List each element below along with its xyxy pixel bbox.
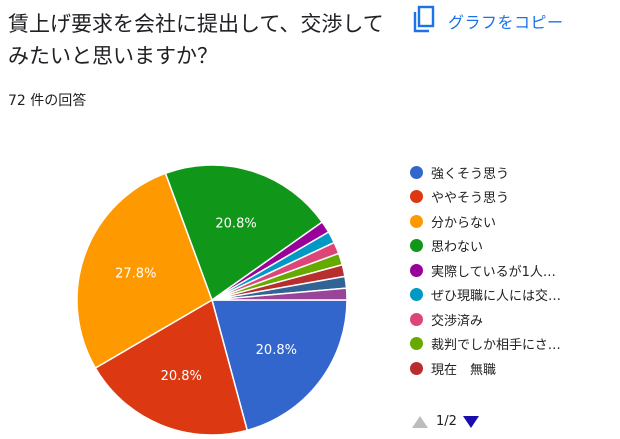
copy-icon <box>412 5 436 37</box>
legend-item: 現在 無職 <box>410 356 615 381</box>
legend-label: 実際しているが1人… <box>431 264 556 280</box>
legend-color-icon <box>410 361 423 375</box>
legend-color-icon <box>410 165 423 179</box>
copy-chart-button[interactable]: グラフをコピー <box>412 4 564 38</box>
pie-chart: 20.8% 20.8% 27.8% 20.8% <box>76 164 348 436</box>
legend-color-icon <box>410 288 423 302</box>
legend-item: 強くそう思う <box>410 160 615 185</box>
slice-data-label: 27.8% <box>115 267 156 282</box>
legend-item: 裁判でしか相手にさ… <box>410 332 615 357</box>
legend-color-icon <box>410 337 423 351</box>
pie-slice <box>211 287 348 301</box>
slice-data-label: 20.8% <box>215 217 256 232</box>
pie-slice <box>164 164 324 302</box>
legend-color-icon <box>410 263 423 277</box>
legend-pager: 1/2 <box>412 414 479 429</box>
legend-label: 現在 無職 <box>431 362 497 378</box>
legend-item: 思わない <box>410 234 615 259</box>
legend-color-icon <box>410 312 423 326</box>
pager-prev-icon[interactable] <box>412 415 428 428</box>
pager-text: 1/2 <box>436 414 457 429</box>
pager-next-icon[interactable] <box>462 415 479 428</box>
slice-data-label: 20.8% <box>256 343 297 358</box>
legend-color-icon <box>410 214 423 228</box>
legend-item: 交渉済み <box>410 307 615 332</box>
slice-data-label: 20.8% <box>161 369 202 384</box>
legend-item: 実際しているが1人… <box>410 258 615 283</box>
legend-label: 思わない <box>431 240 484 256</box>
pie-slice <box>94 298 249 436</box>
legend-label: 交渉済み <box>431 313 484 329</box>
question-title: 賃上げ要求を会社に提出して、交渉してみたいと思いますか？ <box>8 12 384 68</box>
legend-label: 裁判でしか相手にさ… <box>431 338 561 354</box>
response-count: 72 件の回答 <box>8 93 87 109</box>
legend-item: ややそう思う <box>410 185 615 210</box>
copy-chart-label: グラフをコピー <box>448 13 564 32</box>
pie-slice <box>211 299 348 432</box>
legend-label: 強くそう思う <box>431 166 510 182</box>
legend-label: ややそう思う <box>431 191 510 207</box>
pie-slice <box>76 172 213 370</box>
legend-item: 分からない <box>410 209 615 234</box>
chart-legend: 強くそう思う ややそう思う 分からない思わない実際しているが1人… ぜひ現職に人には交… <box>410 160 615 381</box>
legend-label: 分からない <box>431 215 497 231</box>
legend-color-icon <box>410 239 423 253</box>
legend-label: ぜひ現職に人には交… <box>431 289 562 305</box>
legend-item: ぜひ現職に人には交… <box>410 283 615 308</box>
legend-color-icon <box>410 190 423 204</box>
